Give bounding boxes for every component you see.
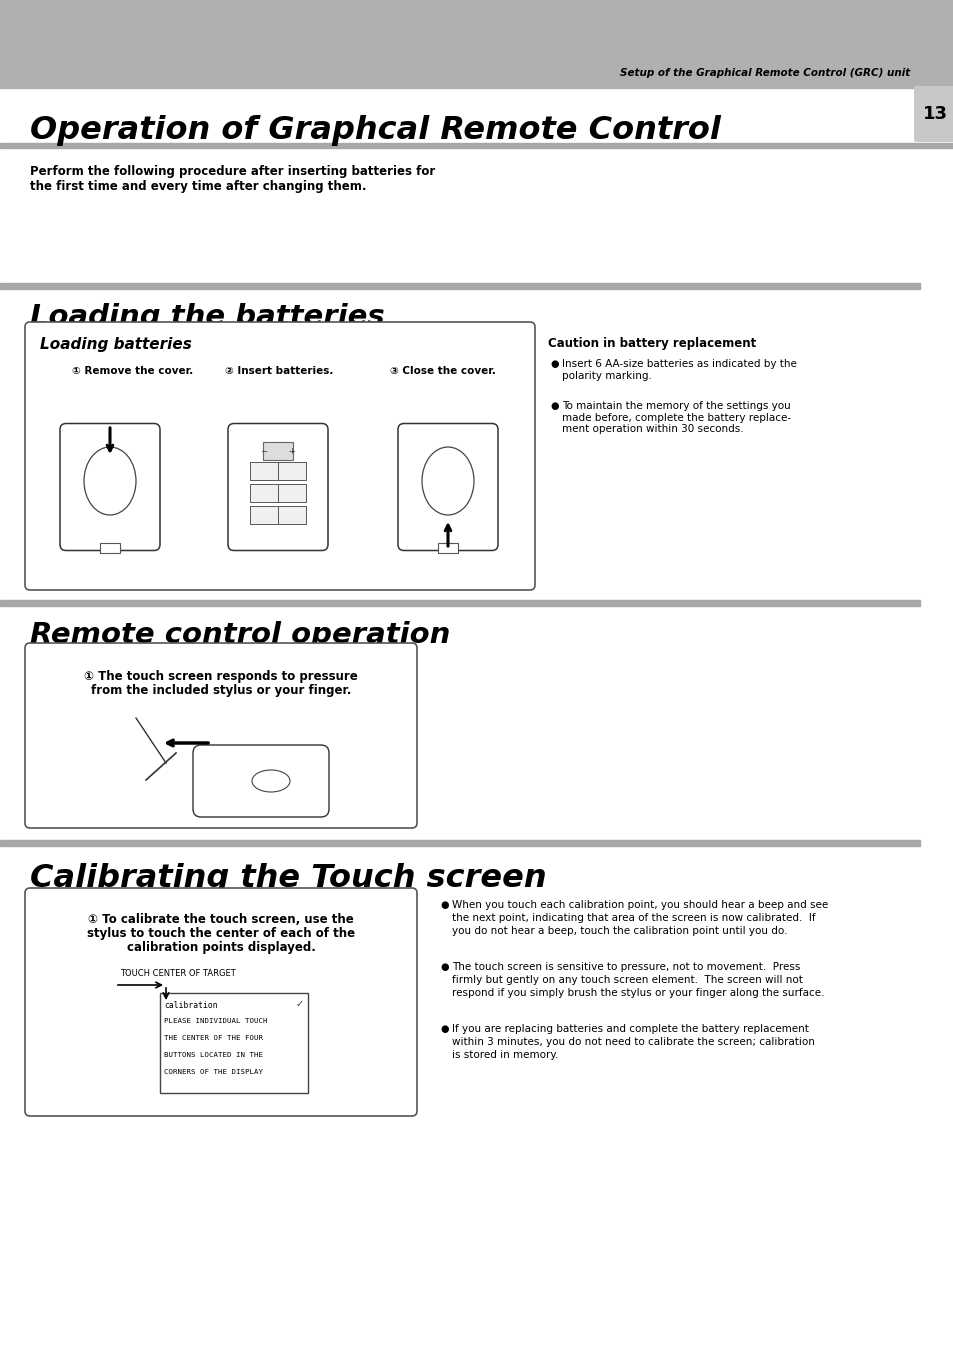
Text: ●: ● <box>439 962 448 971</box>
Text: +: + <box>288 447 295 457</box>
Text: within 3 minutes, you do not need to calibrate the screen; calibration: within 3 minutes, you do not need to cal… <box>452 1038 814 1047</box>
Text: ●: ● <box>550 359 558 369</box>
Text: from the included stylus or your finger.: from the included stylus or your finger. <box>91 684 351 697</box>
Bar <box>250 462 277 480</box>
Text: respond if you simply brush the stylus or your finger along the surface.: respond if you simply brush the stylus o… <box>452 988 823 998</box>
Text: −: − <box>260 447 267 457</box>
Bar <box>0 600 919 607</box>
Bar <box>100 543 120 553</box>
Text: ① The touch screen responds to pressure: ① The touch screen responds to pressure <box>84 670 357 684</box>
Text: Loading batteries: Loading batteries <box>40 338 192 353</box>
Text: Caution in battery replacement: Caution in battery replacement <box>547 336 756 350</box>
Text: Setup of the Graphical Remote Control (GRC) unit: Setup of the Graphical Remote Control (G… <box>619 68 909 78</box>
Text: The touch screen is sensitive to pressure, not to movement.  Press: The touch screen is sensitive to pressur… <box>452 962 800 971</box>
FancyBboxPatch shape <box>25 643 416 828</box>
FancyBboxPatch shape <box>25 888 416 1116</box>
Text: THE CENTER OF THE FOUR: THE CENTER OF THE FOUR <box>164 1035 263 1042</box>
Text: Loading the batteries: Loading the batteries <box>30 303 384 331</box>
Text: TOUCH CENTER OF TARGET: TOUCH CENTER OF TARGET <box>120 969 235 978</box>
Text: If you are replacing batteries and complete the battery replacement: If you are replacing batteries and compl… <box>452 1024 808 1034</box>
Bar <box>0 840 919 846</box>
Ellipse shape <box>252 770 290 792</box>
FancyBboxPatch shape <box>228 423 328 550</box>
Text: calibration points displayed.: calibration points displayed. <box>127 942 315 954</box>
Text: ① To calibrate the touch screen, use the: ① To calibrate the touch screen, use the <box>88 913 354 925</box>
Bar <box>277 484 306 503</box>
FancyBboxPatch shape <box>193 744 329 817</box>
Text: the first time and every time after changing them.: the first time and every time after chan… <box>30 180 366 193</box>
Ellipse shape <box>421 447 474 515</box>
FancyBboxPatch shape <box>25 322 535 590</box>
Text: is stored in memory.: is stored in memory. <box>452 1050 558 1061</box>
Text: ③ Close the cover.: ③ Close the cover. <box>390 366 496 376</box>
Ellipse shape <box>84 447 136 515</box>
Text: Remote control operation: Remote control operation <box>30 621 450 648</box>
Text: Calibrating the Touch screen: Calibrating the Touch screen <box>30 862 546 893</box>
Text: CORNERS OF THE DISPLAY: CORNERS OF THE DISPLAY <box>164 1069 263 1075</box>
Text: To maintain the memory of the settings you
made before, complete the battery rep: To maintain the memory of the settings y… <box>561 401 790 434</box>
Bar <box>0 143 953 149</box>
Text: the next point, indicating that area of the screen is now calibrated.  If: the next point, indicating that area of … <box>452 913 815 923</box>
Text: ② Insert batteries.: ② Insert batteries. <box>225 366 333 376</box>
Bar <box>160 993 308 1093</box>
Bar <box>263 442 293 459</box>
Text: Perform the following procedure after inserting batteries for: Perform the following procedure after in… <box>30 165 435 178</box>
Text: ●: ● <box>550 401 558 411</box>
Text: you do not hear a beep, touch the calibration point until you do.: you do not hear a beep, touch the calibr… <box>452 925 786 936</box>
Text: ●: ● <box>439 900 448 911</box>
Text: ●: ● <box>439 1024 448 1034</box>
Text: Insert 6 AA-size batteries as indicated by the
polarity marking.: Insert 6 AA-size batteries as indicated … <box>561 359 796 381</box>
Text: PLEASE INDIVIDUAL TOUCH: PLEASE INDIVIDUAL TOUCH <box>164 1019 267 1024</box>
FancyBboxPatch shape <box>913 86 953 142</box>
Text: When you touch each calibration point, you should hear a beep and see: When you touch each calibration point, y… <box>452 900 827 911</box>
Text: firmly but gently on any touch screen element.  The screen will not: firmly but gently on any touch screen el… <box>452 975 802 985</box>
Text: 13: 13 <box>922 105 946 123</box>
Bar <box>0 282 919 289</box>
FancyBboxPatch shape <box>60 423 160 550</box>
Bar <box>277 462 306 480</box>
Text: stylus to touch the center of each of the: stylus to touch the center of each of th… <box>87 927 355 940</box>
FancyBboxPatch shape <box>397 423 497 550</box>
Text: ① Remove the cover.: ① Remove the cover. <box>71 366 193 376</box>
Bar <box>250 507 277 524</box>
Text: ✓: ✓ <box>295 998 304 1009</box>
Text: BUTTONS LOCATED IN THE: BUTTONS LOCATED IN THE <box>164 1052 263 1058</box>
Bar <box>250 484 277 503</box>
Bar <box>277 507 306 524</box>
Bar <box>0 0 953 88</box>
Text: Operation of Graphcal Remote Control: Operation of Graphcal Remote Control <box>30 115 720 146</box>
Bar <box>437 543 457 553</box>
Text: calibration: calibration <box>164 1001 217 1011</box>
